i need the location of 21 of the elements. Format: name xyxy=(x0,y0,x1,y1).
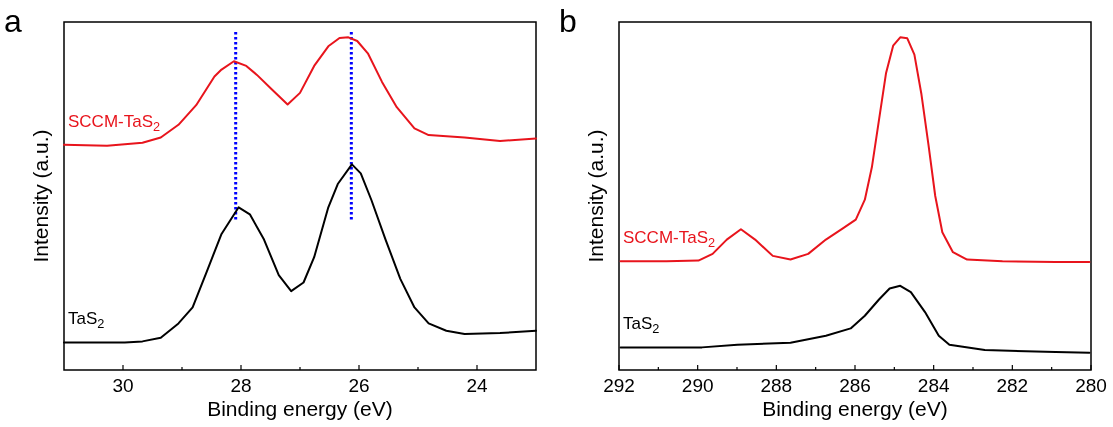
x-axis-title: Binding energy (eV) xyxy=(207,397,393,420)
x-tick-label: 292 xyxy=(603,375,635,396)
x-tick-label: 288 xyxy=(760,375,793,396)
x-axis-title: Binding energy (eV) xyxy=(762,397,948,420)
series-label: TaS$_{2}$ xyxy=(68,309,105,332)
x-tick-label: 30 xyxy=(112,375,134,396)
x-tick-label: 26 xyxy=(348,375,370,396)
series-label: SCCM-TaS$_{2}$ xyxy=(68,111,161,134)
series-label: SCCM-TaS$_{2}$ xyxy=(623,228,716,251)
series-label: TaS$_{2}$ xyxy=(623,314,660,337)
x-tick-label: 290 xyxy=(681,375,714,396)
chart-title: a xyxy=(4,3,22,39)
y-axis-title: Intensity (a.u.) xyxy=(29,129,52,263)
x-tick-label: 280 xyxy=(1075,375,1107,396)
x-tick-label: 24 xyxy=(466,375,488,396)
x-tick-label: 284 xyxy=(917,375,950,396)
x-tick-label: 286 xyxy=(839,375,871,396)
x-tick-label: 28 xyxy=(230,375,252,396)
chart-title: b xyxy=(559,3,577,39)
x-tick-label: 282 xyxy=(996,375,1029,396)
y-axis-title: Intensity (a.u.) xyxy=(584,129,607,263)
